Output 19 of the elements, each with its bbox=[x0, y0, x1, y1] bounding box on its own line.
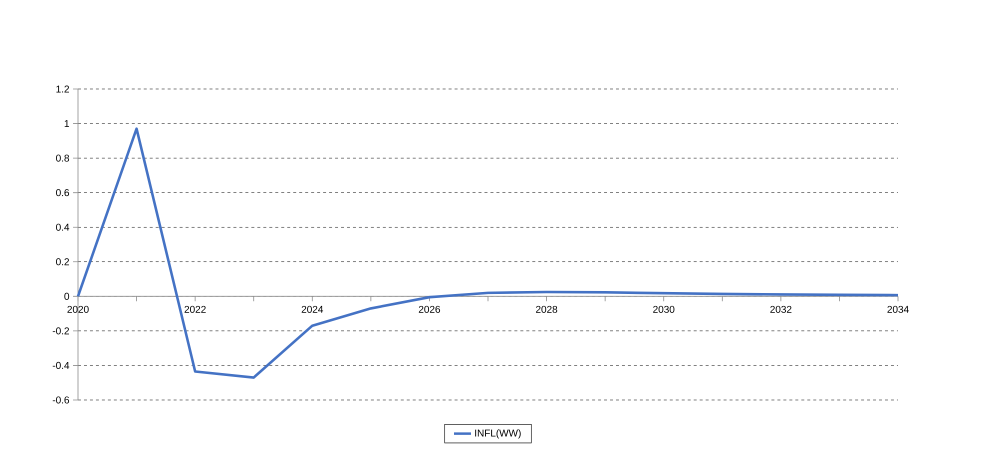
x-tick-label: 2034 bbox=[887, 306, 909, 313]
y-tick-label: 0.8 bbox=[56, 154, 70, 162]
y-tick-label: 0.2 bbox=[56, 258, 70, 266]
x-tick-label: 2020 bbox=[67, 306, 89, 313]
y-tick-label: -0.4 bbox=[52, 362, 70, 369]
y-tick-label: -0.2 bbox=[52, 327, 70, 334]
y-tick-label: -0.6 bbox=[52, 396, 70, 404]
x-tick-label: 2022 bbox=[184, 306, 206, 313]
x-tick-label: 2028 bbox=[536, 306, 558, 313]
x-tick-label: 2032 bbox=[770, 306, 792, 313]
x-tick-label: 2024 bbox=[302, 306, 324, 313]
legend-label: INFL(WW) bbox=[475, 429, 521, 439]
y-tick-label: 1 bbox=[64, 120, 70, 127]
x-tick-label: 2026 bbox=[418, 306, 440, 313]
y-tick-label: 0.4 bbox=[56, 224, 70, 231]
y-tick-label: 1.2 bbox=[56, 86, 70, 92]
y-tick-label: 0.6 bbox=[56, 189, 70, 196]
x-tick-label: 2030 bbox=[653, 306, 674, 313]
y-tick-label: 0 bbox=[64, 292, 70, 300]
